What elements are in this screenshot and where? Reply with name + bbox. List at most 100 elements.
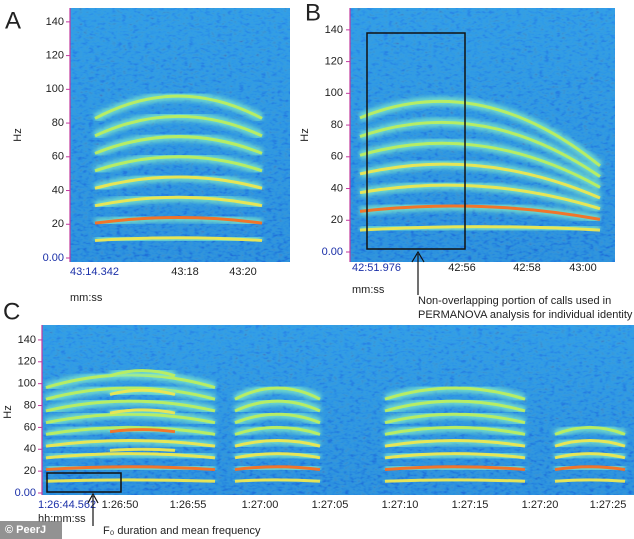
- harmonic: [109, 388, 176, 396]
- x-tick-label: 43:20: [229, 266, 257, 278]
- selection-box: [46, 472, 122, 493]
- harmonic: [234, 425, 321, 436]
- y-axis-label: Hz: [299, 128, 311, 141]
- y-tick-label: 0.00: [15, 487, 36, 499]
- y-tick-label: 80: [24, 399, 36, 411]
- harmonic: [94, 175, 263, 190]
- harmonic: [359, 225, 601, 232]
- y-tick-label: 0.00: [43, 252, 64, 264]
- y-tick-label: 20: [52, 218, 64, 230]
- harmonic: [384, 425, 526, 436]
- y-tick-label: 100: [325, 87, 343, 99]
- harmonic: [384, 478, 526, 483]
- harmonic: [359, 141, 601, 189]
- harmonic: [45, 399, 216, 413]
- y-tick-label: 140: [46, 16, 64, 28]
- harmonic: [554, 439, 626, 448]
- y-tick-label: 140: [325, 24, 343, 36]
- harmonic: [384, 452, 526, 460]
- harmonic: [94, 236, 263, 243]
- harmonic: [554, 452, 626, 460]
- harmonic: [94, 94, 263, 120]
- harmonic: [384, 439, 526, 448]
- credit-bg: [0, 521, 62, 539]
- harmonic: [94, 195, 263, 208]
- harmonic: [234, 478, 321, 483]
- harmonic: [234, 439, 321, 448]
- x-tick-label: 1:27:25: [590, 499, 627, 511]
- annotation: PERMANOVA analysis for individual identi…: [418, 309, 633, 321]
- harmonic: [94, 216, 263, 225]
- harmonic: [45, 478, 216, 483]
- y-tick-label: 140: [18, 334, 36, 346]
- x-tick-label: 43:18: [171, 266, 199, 278]
- x-tick-label: 42:51.976: [352, 262, 401, 274]
- panel-letter: A: [5, 7, 21, 34]
- x-tick-label: 1:27:00: [242, 499, 279, 511]
- arrow-head: [87, 492, 99, 504]
- y-tick-label: 0.00: [322, 246, 343, 258]
- y-tick-label: 20: [24, 465, 36, 477]
- x-tick-label: 42:56: [448, 262, 476, 274]
- y-tick-label: 80: [331, 119, 343, 131]
- x-unit-label: mm:ss: [70, 292, 103, 304]
- harmonic: [384, 412, 526, 425]
- x-tick-label: 43:14.342: [70, 266, 119, 278]
- selection-box: [366, 32, 466, 250]
- credit: © PeerJ: [5, 524, 46, 536]
- y-tick-label: 40: [331, 182, 343, 194]
- harmonic: [234, 386, 321, 401]
- harmonic: [45, 439, 216, 448]
- panel: 0.00 20 40 60 80 100 120 140 Hz B 42:51.976 42:56 42…: [299, 0, 615, 296]
- y-tick-label: 40: [52, 184, 64, 196]
- harmonic: [554, 425, 626, 436]
- x-tick-label: 1:26:50: [102, 499, 139, 511]
- panel-letter: B: [305, 0, 321, 26]
- harmonic: [384, 399, 526, 413]
- harmonic: [109, 369, 176, 378]
- y-tick-label: 80: [52, 117, 64, 129]
- harmonic: [234, 452, 321, 460]
- panel: 0.00 20 40 60 80 100 120 140 Hz C 1:26:44.562 1:26:…: [2, 298, 634, 525]
- harmonic: [45, 465, 216, 472]
- x-tick-label: 1:26:55: [170, 499, 207, 511]
- x-tick-label: 43:00: [569, 262, 597, 274]
- x-tick-label: 1:27:05: [312, 499, 349, 511]
- x-unit-label: mm:ss: [352, 284, 385, 296]
- harmonic: [359, 162, 601, 200]
- x-tick-label: 1:27:15: [452, 499, 489, 511]
- y-tick-label: 120: [18, 356, 36, 368]
- harmonic: [109, 428, 176, 434]
- y-tick-label: 100: [46, 83, 64, 95]
- harmonic: [109, 408, 176, 415]
- harmonic: [359, 204, 601, 221]
- harmonic: [109, 447, 176, 452]
- y-axis-label: Hz: [12, 128, 24, 141]
- harmonic: [554, 465, 626, 472]
- panel: 0.00 20 40 60 80 100 120 140 Hz A 43:14.342 43:18 43…: [5, 7, 290, 304]
- annotation: F₀ duration and mean frequency: [103, 525, 261, 537]
- harmonic: [234, 399, 321, 413]
- x-tick-label: 42:58: [513, 262, 541, 274]
- y-tick-label: 60: [52, 151, 64, 163]
- harmonic: [94, 114, 263, 138]
- annotation: Non-overlapping portion of calls used in: [418, 295, 611, 307]
- panel-letter: C: [3, 298, 20, 325]
- y-tick-label: 20: [331, 214, 343, 226]
- harmonic: [359, 183, 601, 211]
- spectrogram-noise: [350, 8, 615, 262]
- y-tick-label: 40: [24, 443, 36, 455]
- y-axis-label: Hz: [2, 405, 14, 418]
- harmonic: [94, 135, 263, 155]
- harmonic: [359, 120, 601, 178]
- arrow-head: [411, 250, 425, 263]
- harmonic: [554, 478, 626, 483]
- y-tick-label: 120: [46, 50, 64, 62]
- harmonic: [94, 155, 263, 173]
- harmonic: [359, 99, 601, 167]
- harmonic: [234, 412, 321, 425]
- x-tick-label: 1:26:44.562: [38, 499, 96, 511]
- harmonic: [234, 465, 321, 472]
